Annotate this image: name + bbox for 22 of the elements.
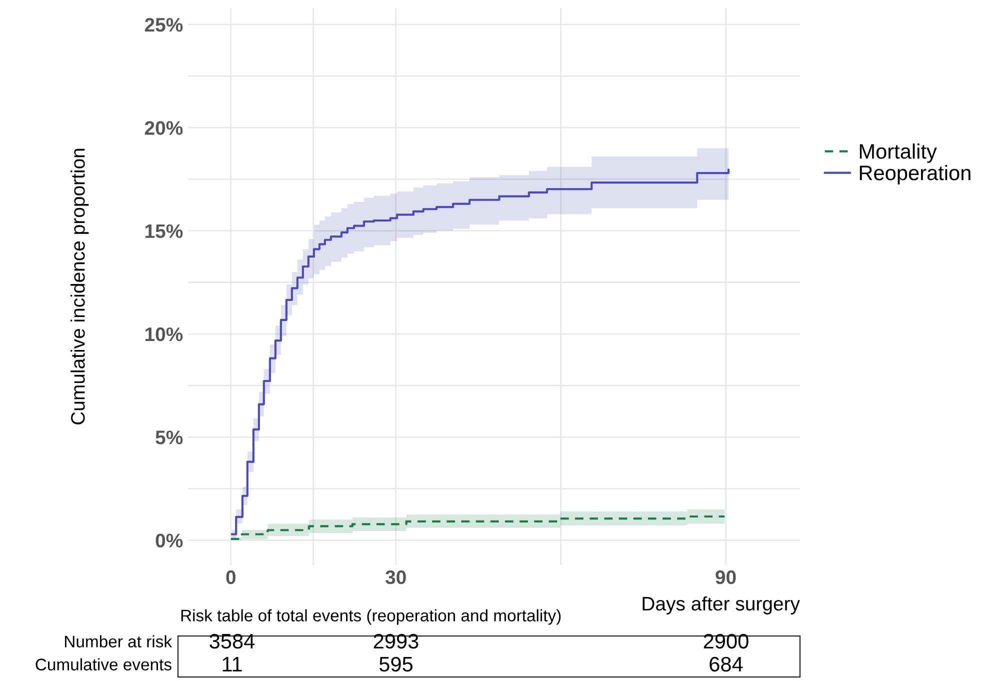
- x-tick-label: 0: [226, 570, 236, 584]
- y-tick-label: 25%: [144, 18, 183, 32]
- x-axis-title: Days after surgery: [642, 596, 800, 614]
- x-tick-label: 90: [716, 570, 736, 584]
- text: 3584: [210, 634, 255, 649]
- y-tick-label: 15%: [145, 224, 183, 238]
- text: Risk table of total events (reoperation and mortality): [181, 609, 561, 625]
- x-tick-label: 30: [385, 570, 406, 584]
- legend-label: Mortality: [860, 144, 937, 163]
- y-tick-label: 5%: [156, 430, 183, 444]
- text: 11: [222, 657, 242, 672]
- y-tick-label: 0%: [156, 534, 183, 548]
- text: 684: [710, 656, 743, 672]
- legend-label: Reoperation: [860, 165, 970, 184]
- y-axis-title: Cumulative incidence proportion: [70, 148, 89, 424]
- y-tick-label: 10%: [145, 327, 183, 342]
- text: 595: [379, 656, 413, 672]
- text: 2900: [704, 634, 748, 649]
- text: 2993: [374, 634, 418, 649]
- text: Number at risk: [65, 635, 172, 648]
- y-tick-label: 20%: [144, 121, 183, 135]
- text: Cumulative events: [36, 658, 172, 670]
